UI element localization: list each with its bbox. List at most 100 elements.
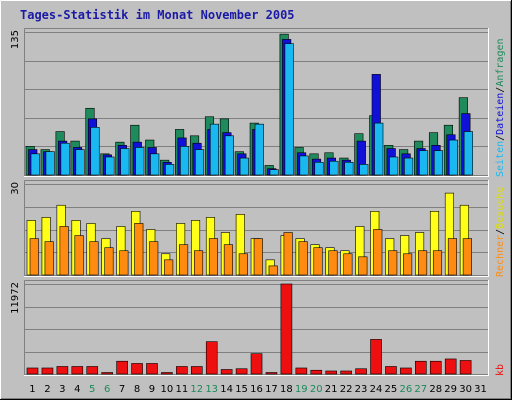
xtick-day-5: 5 [89, 384, 95, 395]
bar-kb-day-25 [385, 366, 397, 375]
xtick-day-11: 11 [175, 384, 188, 395]
bar-seiten-day-2 [45, 151, 55, 176]
xtick-day-15: 15 [235, 384, 248, 395]
bar-kb-day-20 [310, 369, 323, 375]
bar-kb-day-19 [295, 367, 308, 375]
bar-rechner-day-24 [373, 229, 383, 276]
bar-kb-day-4 [71, 366, 84, 375]
xtick-day-24: 24 [370, 384, 383, 395]
panel-middle: 30 Rechner/Besuche [10, 180, 506, 277]
bar-kb-day-24 [370, 339, 382, 375]
xtick-day-14: 14 [220, 384, 233, 395]
bar-kb-day-3 [56, 366, 69, 375]
bar-seiten-day-12 [194, 149, 205, 176]
bar-rechner-day-11 [179, 244, 189, 276]
bar-seiten-day-28 [433, 150, 444, 176]
bar-seiten-day-7 [120, 148, 130, 176]
legend-top: Seiten/Dateien/Anfragen [495, 38, 506, 177]
bar-rechner-day-25 [388, 250, 398, 276]
xtick-day-3: 3 [59, 384, 65, 395]
bar-seiten-day-19 [299, 155, 309, 176]
x-axis-labels: 1 2 3 4 5 6 7 8 9 10 11 12 13 14 15 16 17 18 19 20 21 22 23 24 2… [29, 384, 487, 395]
bar-kb-day-14 [220, 369, 233, 375]
bar-seiten-day-16 [254, 123, 264, 176]
bar-rechner-day-26 [403, 253, 413, 276]
xtick-day-16: 16 [250, 384, 263, 395]
bar-rechner-day-23 [358, 256, 368, 276]
bar-kb-day-21 [325, 370, 338, 375]
bar-seiten-day-13 [209, 123, 220, 176]
bar-rechner-day-8 [134, 223, 144, 276]
bar-rechner-day-5 [89, 241, 99, 276]
bar-rechner-day-21 [328, 250, 338, 276]
bar-rechner-day-9 [149, 241, 159, 276]
bar-rechner-day-3 [59, 226, 69, 276]
panel-top: 135 Seiten/Dateien/Anfragen [10, 28, 506, 177]
bar-seiten-day-10 [165, 164, 175, 176]
bar-rechner-day-15 [238, 253, 248, 276]
xtick-day-13: 13 [205, 384, 218, 395]
xtick-day-28: 28 [429, 384, 442, 395]
chart-title: Tages-Statistik im Monat November 2005 [20, 8, 295, 22]
bar-seiten-day-3 [60, 142, 70, 176]
bar-seiten-day-11 [180, 146, 190, 176]
bar-rechner-day-7 [119, 250, 129, 276]
xtick-day-4: 4 [74, 384, 80, 395]
bar-kb-day-7 [116, 360, 128, 375]
xtick-day-10: 10 [161, 384, 174, 395]
bar-seiten-day-17 [269, 169, 279, 176]
bar-rechner-day-22 [343, 253, 353, 276]
bar-kb-day-8 [131, 363, 143, 375]
bar-kb-day-1 [26, 367, 39, 375]
bar-seiten-day-14 [224, 135, 234, 176]
xtick-day-7: 7 [119, 384, 125, 395]
xtick-day-12: 12 [190, 384, 203, 395]
bar-seiten-day-23 [359, 164, 369, 176]
bar-seiten-day-20 [314, 161, 324, 176]
xtick-day-9: 9 [149, 384, 155, 395]
bar-rechner-day-1 [29, 238, 39, 276]
xtick-day-18: 18 [280, 384, 293, 395]
xtick-day-22: 22 [340, 384, 353, 395]
bar-rechner-day-29 [447, 238, 457, 276]
bar-kb-day-13 [205, 341, 218, 375]
bar-rechner-day-19 [298, 241, 308, 276]
xtick-day-27: 27 [414, 384, 427, 395]
xtick-day-26: 26 [399, 384, 412, 395]
bar-kb-day-18 [280, 283, 293, 375]
xtick-day-17: 17 [265, 384, 278, 395]
bar-rechner-day-6 [104, 247, 114, 276]
bar-kb-day-9 [146, 363, 158, 375]
bar-kb-day-30 [459, 360, 472, 375]
xtick-day-21: 21 [325, 384, 338, 395]
bar-kb-day-5 [86, 366, 99, 375]
panel-bottom: 11972 kb [10, 280, 506, 376]
bar-rechner-day-2 [44, 241, 54, 276]
bar-kb-day-12 [190, 366, 203, 375]
bar-rechner-day-27 [418, 250, 428, 276]
xtick-day-20: 20 [310, 384, 323, 395]
bar-seiten-day-26 [404, 157, 414, 176]
bar-seiten-day-4 [75, 149, 85, 176]
bar-seiten-day-29 [448, 139, 458, 176]
bar-kb-day-2 [41, 367, 54, 375]
bar-kb-day-16 [250, 353, 263, 375]
bar-rechner-day-13 [208, 238, 219, 276]
xtick-day-29: 29 [444, 384, 457, 395]
bar-seiten-day-30 [463, 131, 473, 176]
bar-kb-day-15 [235, 368, 248, 375]
bar-rechner-day-12 [193, 250, 204, 276]
xtick-day-8: 8 [134, 384, 140, 395]
bar-rechner-day-18 [283, 232, 293, 276]
bar-rechner-day-10 [164, 259, 174, 276]
xtick-day-25: 25 [385, 384, 398, 395]
bar-kb-day-29 [444, 358, 457, 375]
ytick-top: 135 [10, 30, 21, 49]
legend-middle: Rechner/Besuche [495, 187, 506, 277]
bar-rechner-day-30 [462, 238, 472, 276]
bar-seiten-day-27 [419, 150, 429, 176]
xtick-day-31: 31 [474, 384, 487, 395]
bar-kb-day-28 [429, 360, 442, 375]
bar-kb-day-22 [340, 370, 352, 375]
bar-kb-day-17 [265, 372, 278, 375]
